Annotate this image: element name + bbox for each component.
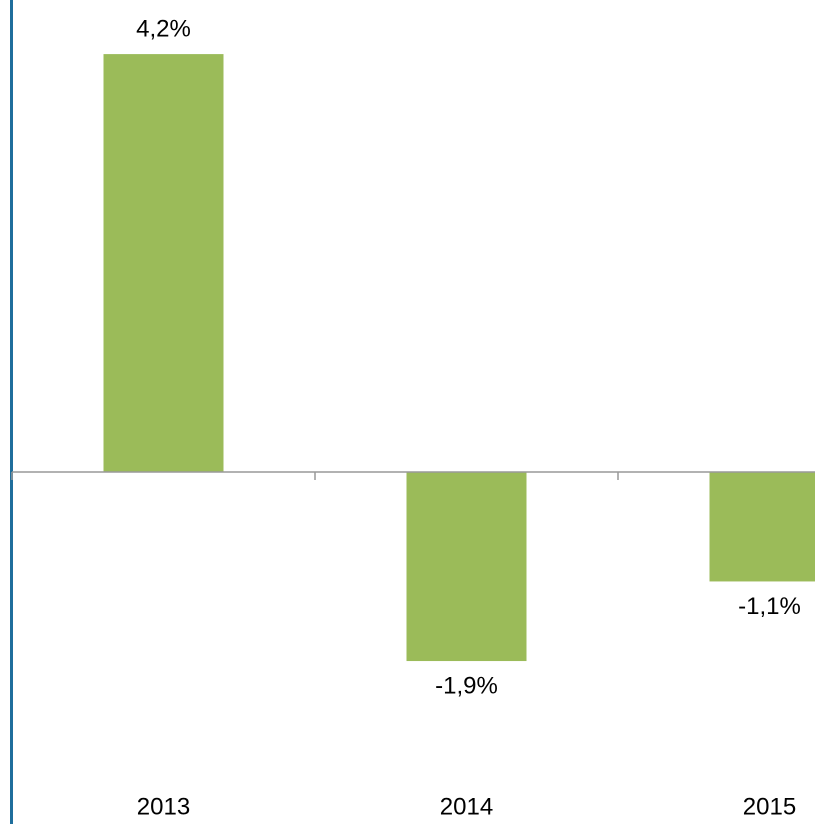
value-label: 4,2%	[136, 15, 191, 42]
value-label: -1,9%	[435, 672, 498, 699]
left-border	[10, 0, 13, 824]
bar	[406, 472, 527, 662]
x-tick-label: 2015	[743, 793, 796, 820]
x-tick-label: 2014	[440, 793, 493, 820]
bar	[103, 54, 224, 472]
x-tick-label: 2013	[137, 793, 190, 820]
value-label: -1,1%	[738, 593, 801, 620]
bar	[709, 472, 815, 582]
